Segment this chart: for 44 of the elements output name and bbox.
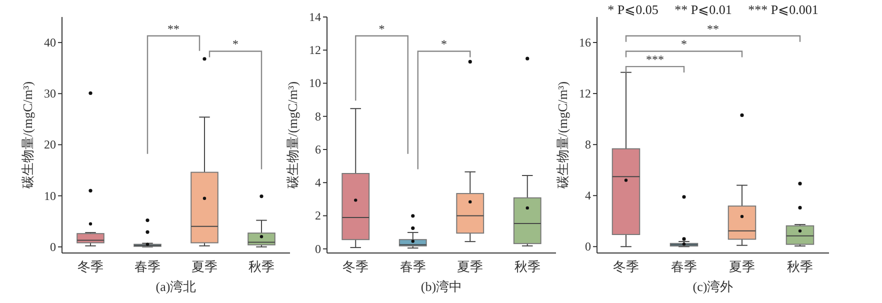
annotation: * (232, 37, 238, 52)
annotation: ** (168, 22, 180, 36)
x-tick-label: 春季 (671, 259, 697, 274)
annotation: * (378, 22, 385, 36)
y-tick-label: 0 (50, 240, 56, 254)
x-tick-label: 夏季 (192, 259, 218, 274)
y-tick-label: 12 (579, 86, 591, 101)
y-tick-label: 8 (315, 109, 321, 124)
y-tick-label: 0 (585, 240, 591, 254)
y-tick-label: 4 (585, 188, 591, 203)
x-tick-label: 冬季 (342, 259, 369, 274)
y-axis-title: 碳生物量/(mgC/m³) (555, 81, 570, 190)
y-tick-label: 14 (309, 10, 321, 24)
x-tick-label: 春季 (400, 259, 426, 274)
y-tick-label: 12 (309, 43, 321, 58)
x-axis-title: (b)湾中 (420, 279, 462, 294)
y-axis-title: 碳生物量/(mgC/m³) (285, 81, 300, 190)
y-tick-label: 20 (44, 138, 56, 152)
x-axis-title: (c)湾外 (692, 279, 734, 294)
y-tick-label: 0 (315, 242, 321, 256)
x-tick-label: 夏季 (729, 259, 755, 274)
x-tick-label: 春季 (134, 259, 160, 274)
annotation: *** (646, 52, 664, 67)
x-tick-label: 冬季 (613, 259, 639, 274)
annotation: * (441, 37, 447, 52)
annotation: * (681, 37, 687, 52)
y-tick-label: 40 (44, 36, 56, 50)
y-tick-label: 8 (585, 138, 591, 152)
y-tick-label: 2 (315, 208, 321, 223)
x-tick-label: 秋季 (248, 259, 274, 274)
y-tick-label: 4 (315, 176, 321, 190)
x-tick-label: 冬季 (78, 259, 104, 274)
y-tick-label: 16 (579, 36, 591, 50)
annotation: * P⩽0.05 ** P⩽0.01 *** P⩽0.001 (608, 2, 818, 17)
y-tick-label: 10 (44, 188, 56, 203)
y-tick-label: 10 (309, 76, 321, 90)
x-tick-label: 秋季 (787, 259, 813, 274)
x-tick-label: 秋季 (514, 259, 540, 274)
y-tick-label: 6 (315, 142, 321, 156)
annotation: ** (707, 22, 719, 36)
y-axis-title: 碳生物量/(mgC/m³) (20, 81, 35, 190)
x-tick-label: 夏季 (457, 259, 484, 274)
y-tick-label: 30 (44, 86, 56, 101)
x-axis-title: (a)湾北 (156, 279, 196, 294)
